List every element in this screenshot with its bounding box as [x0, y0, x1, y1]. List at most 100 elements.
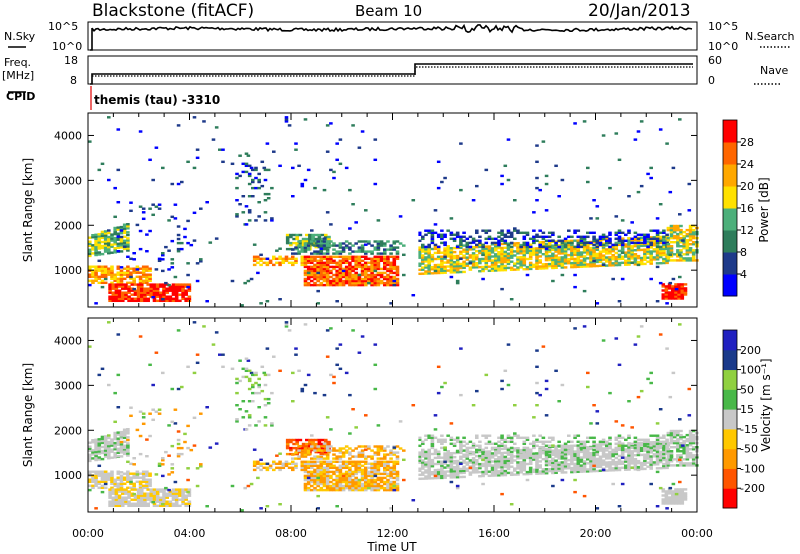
velocity-cell — [325, 447, 330, 450]
power-cell — [289, 243, 293, 247]
power-cell — [392, 261, 397, 265]
velocity-cell — [285, 442, 290, 446]
power-cell — [94, 279, 98, 283]
velocity-cell — [136, 494, 141, 497]
power-cell — [298, 245, 303, 249]
power-cell — [174, 297, 179, 301]
velocity-cell — [563, 442, 568, 446]
velocity-cell — [324, 446, 328, 450]
power-cell — [159, 297, 163, 301]
power-cell — [97, 243, 102, 246]
power-cell — [576, 265, 581, 269]
velocity-cell — [143, 492, 147, 495]
power-cell — [322, 252, 327, 255]
power-cell — [617, 249, 622, 253]
power-cell — [114, 283, 119, 286]
power-cell — [241, 211, 246, 214]
power-cell — [598, 250, 603, 253]
power-cell — [108, 291, 112, 294]
velocity-cell — [541, 452, 546, 455]
velocity-cell — [386, 466, 390, 470]
power-cell — [608, 258, 612, 261]
velocity-cell — [620, 460, 625, 464]
velocity-cell — [124, 500, 128, 503]
colorbar-segment — [723, 274, 737, 297]
velocity-cell — [462, 436, 466, 440]
power-cell — [516, 244, 520, 247]
velocity-cell — [145, 478, 149, 481]
velocity-cell — [367, 480, 371, 484]
power-cell — [94, 271, 98, 274]
velocity-cell — [532, 442, 536, 446]
velocity-cell — [292, 446, 296, 450]
power-cell — [455, 233, 460, 237]
power-cell — [247, 209, 252, 212]
power-cell — [97, 235, 102, 238]
power-cell — [664, 295, 669, 298]
velocity-cell — [490, 456, 495, 459]
velocity-cell — [174, 496, 179, 499]
power-cell — [475, 245, 479, 249]
velocity-cell — [528, 458, 533, 462]
power-cell — [658, 239, 663, 243]
power-cell — [478, 251, 482, 255]
power-cell — [313, 186, 317, 190]
velocity-cell — [592, 451, 596, 455]
power-cell — [446, 249, 450, 252]
power-cell — [582, 241, 587, 245]
velocity-cell — [325, 449, 330, 452]
power-cell — [332, 255, 336, 259]
velocity-cell — [376, 482, 381, 486]
power-cell — [132, 287, 136, 291]
power-cell — [148, 267, 152, 270]
velocity-cell — [440, 476, 444, 480]
power-cell — [376, 242, 381, 245]
power-cell — [141, 269, 146, 272]
power-cell — [316, 277, 320, 281]
power-cell — [471, 248, 476, 251]
velocity-cell — [436, 470, 441, 474]
velocity-cell — [433, 436, 438, 440]
velocity-cell — [522, 460, 527, 464]
power-cell — [679, 224, 683, 228]
velocity-cell — [468, 465, 473, 468]
velocity-cell — [306, 449, 311, 452]
power-cell — [341, 259, 346, 263]
power-cell — [205, 201, 209, 204]
power-cell — [97, 281, 102, 285]
power-cell — [107, 235, 111, 239]
power-cell — [560, 239, 565, 243]
power-cell — [111, 295, 116, 298]
power-cell — [646, 240, 650, 243]
velocity-cell — [146, 502, 150, 506]
power-cell — [639, 244, 644, 248]
velocity-cell — [344, 445, 349, 448]
velocity-cell — [567, 440, 571, 444]
power-cell — [327, 235, 331, 239]
power-cell — [421, 262, 425, 265]
velocity-cell — [579, 460, 584, 463]
power-cell — [107, 243, 111, 247]
power-cell — [595, 252, 600, 256]
power-cell — [685, 245, 690, 248]
velocity-cell — [376, 470, 381, 474]
power-cell — [126, 273, 130, 276]
velocity-cell — [627, 460, 631, 463]
power-cell — [161, 166, 165, 170]
velocity-cell — [455, 476, 460, 479]
velocity-cell — [513, 473, 517, 476]
power-cell — [452, 265, 457, 268]
velocity-cell — [329, 484, 333, 488]
power-cell — [671, 166, 676, 170]
power-cell — [263, 192, 268, 196]
power-cell — [364, 271, 368, 275]
velocity-cell — [417, 438, 422, 442]
power-cell — [655, 233, 660, 237]
power-cell — [685, 241, 690, 244]
power-cell — [627, 255, 631, 258]
power-cell — [103, 234, 108, 237]
power-cell — [649, 229, 653, 232]
power-cell — [662, 241, 666, 245]
velocity-cell — [427, 475, 431, 478]
velocity-cell — [259, 462, 263, 466]
